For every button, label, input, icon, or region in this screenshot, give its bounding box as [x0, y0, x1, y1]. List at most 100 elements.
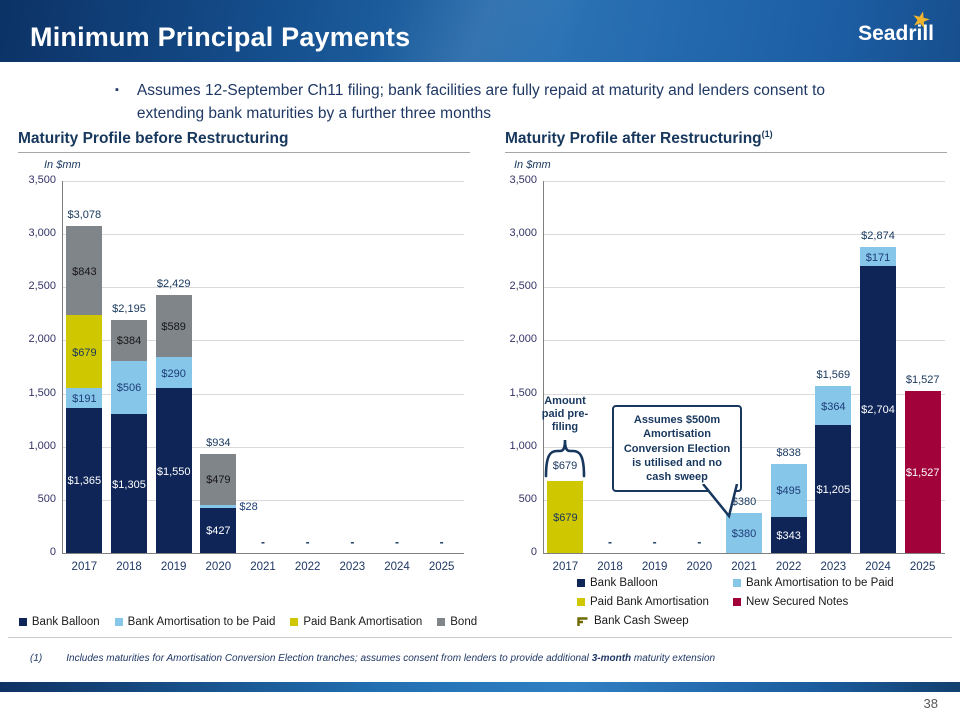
bullet-text: Assumes 12-September Ch11 filing; bank f…: [136, 82, 825, 123]
gridline: [62, 234, 464, 236]
bar-value-label: $364: [821, 400, 846, 413]
bar-segment: [200, 453, 237, 505]
bar-segment: [860, 265, 896, 553]
y-axis-label: 3,000: [28, 227, 56, 240]
bullet-point: ▪ Assumes 12-September Ch11 filing; bank…: [115, 79, 875, 126]
legend-label: New Secured Notes: [746, 596, 849, 608]
legend-item: Bond: [437, 616, 477, 628]
legend-swatch: [577, 598, 585, 606]
pre-filing-annotation: Amount paid pre-filing: [541, 395, 589, 433]
bar-segment: [815, 386, 852, 425]
x-axis-label: 2019: [641, 561, 668, 573]
bar-total-label: $1,569: [816, 369, 851, 382]
bar-value-label: $679: [553, 511, 578, 524]
zero-value-dash: -: [261, 535, 265, 549]
bar-value-label: $1,305: [112, 478, 146, 491]
gridline: [543, 234, 945, 236]
legend-swatch: [18, 618, 27, 626]
legend-item: Paid Bank Amortisation: [290, 616, 422, 628]
bar-segment: [66, 407, 103, 553]
legend-item: Bank Cash Sweep: [577, 615, 733, 627]
y-axis-label: 1,000: [509, 439, 537, 452]
gridline: [543, 287, 945, 289]
y-axis: [543, 181, 544, 554]
legend-item: New Secured Notes: [733, 596, 894, 608]
bar-value-label: $290: [161, 367, 186, 380]
bar-value-label: $495: [776, 485, 801, 498]
y-axis-label: 500: [37, 492, 56, 505]
gridline: [62, 340, 464, 342]
y-axis-label: 2,500: [28, 280, 56, 293]
bar-total-label: $3,078: [67, 208, 102, 221]
unit-label-right: In $mm: [514, 159, 551, 171]
brace-icon: [544, 439, 586, 478]
y-axis-label: 2,500: [509, 280, 537, 293]
page-title: Minimum Principal Payments: [30, 22, 411, 52]
bar-segment: [726, 512, 762, 553]
bar-value-label: $380: [731, 527, 757, 540]
bar-value-label: $384: [116, 335, 142, 348]
gridline: [543, 446, 945, 448]
bar-total-label: $1,527: [905, 373, 940, 386]
bar-segment: [155, 294, 192, 358]
zero-value-dash: -: [395, 535, 399, 549]
x-axis-label: 2018: [116, 561, 142, 573]
x-axis-label: 2025: [909, 561, 936, 573]
footnote-divider: [8, 637, 952, 638]
y-axis: [62, 181, 63, 554]
legend-label: Bond: [450, 616, 478, 628]
y-axis-label: 1,000: [28, 439, 56, 452]
legend-item: Bank Amortisation to be Paid: [733, 577, 894, 589]
legend-label: Paid Bank Amortisation: [590, 596, 709, 608]
legend-label: Bank Cash Sweep: [594, 615, 689, 627]
legend-swatch: [733, 598, 741, 606]
bar-segment: [111, 360, 147, 415]
chart-after-plot: 3,500 3,000 2,500 2,000 1,500 1,000 500 0 $679 20…: [509, 174, 945, 573]
legend-label: Bank Amortisation to be Paid: [127, 616, 276, 628]
bar-total-label: $2,195: [112, 302, 146, 315]
y-axis-label: 2,000: [28, 333, 56, 346]
legend-item: Bank Amortisation to be Paid: [114, 616, 276, 628]
bar-segment: [200, 504, 237, 508]
zero-value-dash: -: [439, 535, 444, 549]
bar-value-label: $506: [116, 382, 142, 395]
y-axis-label: 0: [49, 546, 56, 558]
x-axis-label: 2017: [71, 561, 98, 573]
bar-total-label: $934: [206, 436, 231, 449]
legend-item: Bank Balloon: [18, 616, 100, 628]
bar-segment: [66, 225, 103, 316]
gridline: [62, 181, 464, 182]
bar-value-label: $589: [161, 321, 186, 334]
unit-label-left: In $mm: [44, 159, 81, 171]
x-axis-label: 2019: [160, 561, 187, 573]
legend-swatch: [114, 618, 123, 626]
bar-total-label: $380: [731, 495, 757, 508]
chart-before-title: Maturity Profile before Restructuring: [18, 130, 289, 148]
bar-segment: [200, 507, 237, 553]
bank-cash-sweep-icon: [577, 616, 589, 627]
bar-value-label: $679: [72, 346, 97, 359]
legend-label: Bank Amortisation to be Paid: [746, 577, 894, 589]
x-axis-label: 2017: [552, 561, 579, 573]
bar-segment: [904, 390, 941, 553]
bar-value-label: $1,205: [816, 483, 851, 496]
bar-segment: [770, 463, 807, 517]
bar-segment: [111, 319, 147, 361]
y-axis-label: 3,000: [509, 227, 537, 240]
legend-swatch: [733, 579, 741, 587]
zero-value-dash: -: [350, 535, 355, 549]
callout-pointer: [702, 484, 739, 519]
bar-segment: [155, 388, 192, 553]
bar-value-label: $171: [865, 251, 891, 264]
chart-after-title-sup: (1): [761, 129, 773, 139]
x-axis-label: 2022: [775, 561, 802, 573]
legend-label: Bank Balloon: [590, 577, 658, 589]
legend-item: Paid Bank Amortisation: [577, 596, 733, 608]
x-axis-label: 2024: [865, 561, 891, 573]
bar-segment: [547, 480, 584, 553]
bar-total-label: $2,429: [156, 277, 191, 290]
chart-after-title: Maturity Profile after Restructuring(1): [505, 129, 773, 148]
y-axis-label: 2,000: [509, 333, 537, 346]
seadrill-logo: Seadrill ★: [858, 5, 934, 46]
